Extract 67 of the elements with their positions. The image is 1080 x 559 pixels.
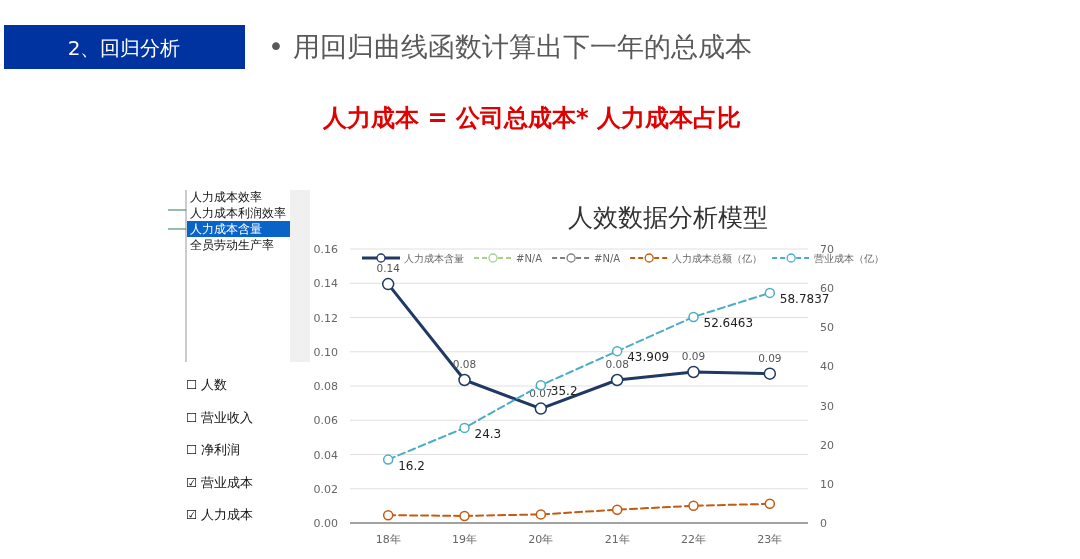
text: ☑ 人力成本 — [186, 507, 254, 522]
text: ☐ 营业收入 — [186, 409, 254, 425]
data-label: 0.08 — [605, 358, 629, 371]
point — [688, 500, 699, 512]
data-label: 58.7837 — [779, 291, 830, 306]
y-tick-label: 0.02 — [313, 482, 338, 496]
data-label: 52.6463 — [703, 315, 754, 330]
point — [535, 509, 547, 520]
data-label: 0.08 — [452, 358, 477, 371]
point — [610, 373, 624, 387]
y2-tick-label: 30 — [820, 399, 834, 413]
y-tick-label: 0.10 — [313, 345, 338, 359]
point — [459, 510, 470, 522]
y-tick-label: 0.14 — [313, 277, 338, 291]
point — [458, 373, 471, 387]
legend-label: 营业成本（亿） — [814, 253, 885, 264]
y-tick-label: 0.08 — [313, 380, 338, 393]
x-tick-label: 22年 — [681, 533, 706, 546]
chart-title: 人效数据分析模型 — [568, 203, 768, 232]
data-label: 43.909 — [627, 350, 670, 365]
x-tick-label: 19年 — [452, 533, 477, 546]
point — [764, 287, 776, 299]
point — [611, 504, 623, 515]
text: 人力成本含量 — [190, 222, 262, 236]
point — [382, 454, 394, 465]
x-tick-label: 21年 — [604, 533, 630, 546]
y2-tick-label: 40 — [820, 360, 834, 374]
point — [381, 277, 395, 291]
y-tick-label: 0.00 — [313, 517, 338, 530]
point — [763, 367, 777, 380]
x-tick-label: 23年 — [757, 533, 783, 546]
point — [688, 311, 699, 323]
text: • 用回归曲线函数计算出下一年的总成本 — [268, 31, 752, 62]
data-label: 16.2 — [398, 458, 425, 473]
legend-label: 人力成本总额（亿） — [672, 253, 763, 264]
legend-label: 人力成本含量 — [404, 253, 464, 264]
y-tick-label: 0.12 — [313, 311, 338, 325]
data-label: 24.3 — [474, 426, 502, 441]
point — [764, 498, 776, 510]
text: ☐ 人数 — [186, 377, 228, 392]
y2-tick-label: 20 — [820, 438, 834, 452]
y2-tick-label: 0 — [820, 517, 827, 530]
data-label: 0.14 — [376, 262, 401, 275]
data-label: 0.09 — [758, 351, 782, 364]
legend-label: #N/A — [594, 253, 621, 264]
text: 人力成本 = 公司总成本* 人力成本占比 — [322, 104, 741, 132]
y2-tick-label: 10 — [820, 477, 834, 491]
text: 2、回归分析 — [67, 36, 181, 60]
text: 人力成本利润效率 — [190, 206, 286, 220]
x-tick-label: 18年 — [375, 533, 401, 546]
y2-tick-label: 50 — [820, 321, 834, 335]
y-tick-label: 0.16 — [313, 243, 338, 256]
data-label: 35.2 — [550, 384, 578, 399]
data-label: 0.09 — [681, 349, 706, 362]
text: ☐ 净利润 — [186, 442, 241, 457]
point — [459, 422, 470, 434]
legend-label: #N/A — [516, 253, 543, 264]
point — [534, 402, 548, 415]
text: 人力成本效率 — [190, 190, 262, 204]
y-tick-label: 0.06 — [313, 414, 338, 428]
point — [611, 345, 623, 357]
point — [382, 509, 394, 521]
text: 全员劳动生产率 — [190, 238, 274, 252]
text: ☑ 营业成本 — [186, 474, 254, 490]
x-tick-label: 20年 — [528, 533, 554, 546]
y-tick-label: 0.04 — [313, 448, 338, 462]
point — [687, 365, 700, 379]
